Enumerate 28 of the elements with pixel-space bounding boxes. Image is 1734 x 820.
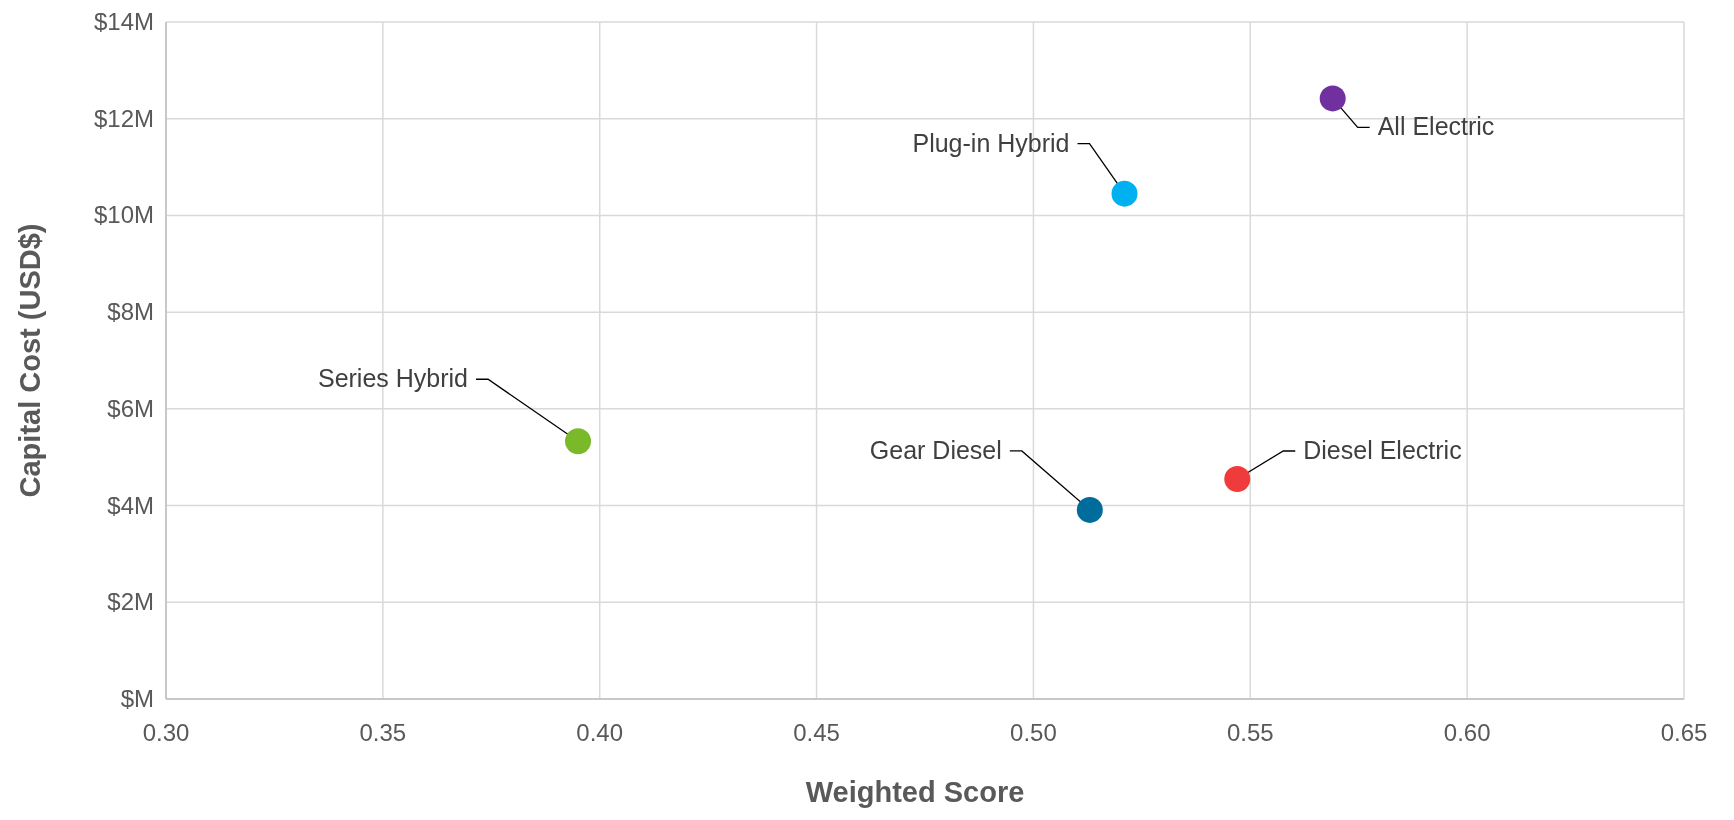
y-tick-label: $12M <box>93 104 154 132</box>
series-label: All Electric <box>1377 112 1495 141</box>
text: Series Hybrid <box>317 364 469 393</box>
y-tick-label: $10M <box>93 201 154 229</box>
x-axis-title: Weighted Score <box>805 776 1025 808</box>
x-tick-label: 0.65 <box>1660 719 1708 746</box>
y-tick-label: $M <box>120 685 154 712</box>
x-tick-label: 0.30 <box>142 719 190 746</box>
y-tick-label: $14M <box>93 8 154 35</box>
text: Diesel Electric <box>1303 435 1462 464</box>
point <box>1111 180 1138 207</box>
x-tick-label: 0.60 <box>1443 719 1491 746</box>
x-tick-label: 0.40 <box>576 719 624 746</box>
text: Gear Diesel <box>869 435 1002 464</box>
x-tick-label: 0.45 <box>793 719 840 746</box>
y-axis-title: Capital Cost (USD$) <box>14 223 46 498</box>
point <box>1076 496 1103 523</box>
text: Plug-in Hybrid <box>912 128 1070 157</box>
y-tick-label: $8M <box>107 298 154 326</box>
x-tick-label: 0.35 <box>359 719 407 746</box>
point <box>565 428 592 455</box>
point <box>1319 85 1346 112</box>
x-tick-label: 0.50 <box>1010 719 1057 746</box>
y-tick-label: $4M <box>107 491 154 519</box>
y-tick-label: $6M <box>107 394 154 422</box>
point <box>1224 465 1251 492</box>
x-tick-label: 0.55 <box>1226 719 1274 746</box>
y-tick-label: $2M <box>107 588 154 616</box>
